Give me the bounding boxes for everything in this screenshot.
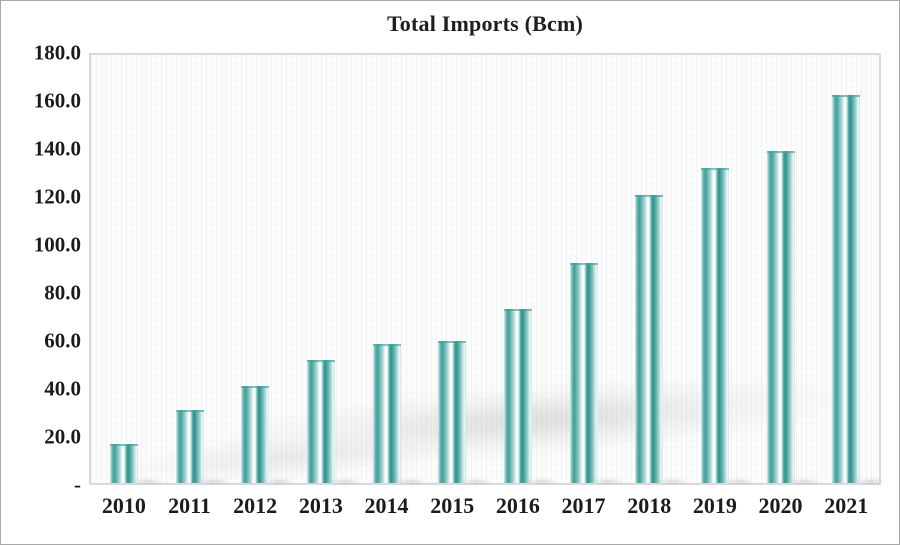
bar-slot-2011: [157, 55, 223, 483]
bar-slot-2017: [551, 55, 617, 483]
x-axis-label: 2018: [627, 493, 672, 518]
y-tick-label: 160.0: [33, 88, 81, 113]
bar-2012: [241, 385, 270, 483]
bar-2018: [635, 194, 664, 483]
x-axis-labels: 2010 2011 2012 2013 2014 2015 2016 2017 2018 2019…: [91, 493, 879, 519]
x-axis-label: 2019: [692, 493, 737, 518]
y-axis-tick-labels: 180.0 160.0 140.0 120.0 100.0 80.0 60.0 40.0 20.…: [1, 1, 81, 544]
bar-2017: [569, 263, 598, 483]
y-tick-label: 20.0: [44, 424, 81, 449]
x-axis-label: 2021: [824, 493, 869, 518]
bar-2021: [832, 94, 861, 483]
y-tick-label: 80.0: [44, 280, 81, 305]
chart-title: Total Imports (Bcm): [386, 11, 584, 36]
x-axis-label: 2013: [298, 493, 343, 518]
y-tick-label: 100.0: [33, 232, 81, 257]
x-axis-label: 2016: [495, 493, 540, 518]
bar-2014: [372, 344, 401, 483]
bar-2016: [503, 308, 532, 483]
bar-slot-2012: [222, 55, 288, 483]
x-axis-label: 2010: [101, 493, 146, 518]
bar-2010: [109, 443, 138, 483]
y-tick-label: 60.0: [44, 328, 81, 353]
y-tick-label: 40.0: [44, 376, 81, 401]
bar-slot-2014: [354, 55, 420, 483]
bar-2013: [306, 360, 335, 483]
bar-slot-2021: [813, 55, 879, 483]
bar-2015: [438, 340, 467, 483]
x-axis-label: 2015: [430, 493, 475, 518]
y-tick-label: 120.0: [33, 184, 81, 209]
x-axis-label: 2011: [168, 493, 211, 518]
bar-slot-2016: [485, 55, 551, 483]
bar-slot-2020: [748, 55, 814, 483]
x-axis-label: 2014: [364, 493, 409, 518]
bar-slot-2013: [288, 55, 354, 483]
x-axis-label: 2020: [758, 493, 803, 518]
bar-2019: [700, 167, 729, 483]
bar-series: [91, 55, 879, 483]
bar-slot-2018: [616, 55, 682, 483]
bar-slot-2015: [419, 55, 485, 483]
y-tick-label: 140.0: [33, 136, 81, 161]
x-axis-label: 2017: [561, 493, 606, 518]
y-tick-label: -: [74, 472, 81, 497]
bar-2011: [175, 409, 204, 483]
bar-2020: [766, 150, 795, 483]
y-tick-label: 180.0: [33, 40, 81, 65]
plot-area: [89, 53, 881, 488]
bar-slot-2010: [91, 55, 157, 483]
x-axis-label: 2012: [233, 493, 278, 518]
bar-slot-2019: [682, 55, 748, 483]
